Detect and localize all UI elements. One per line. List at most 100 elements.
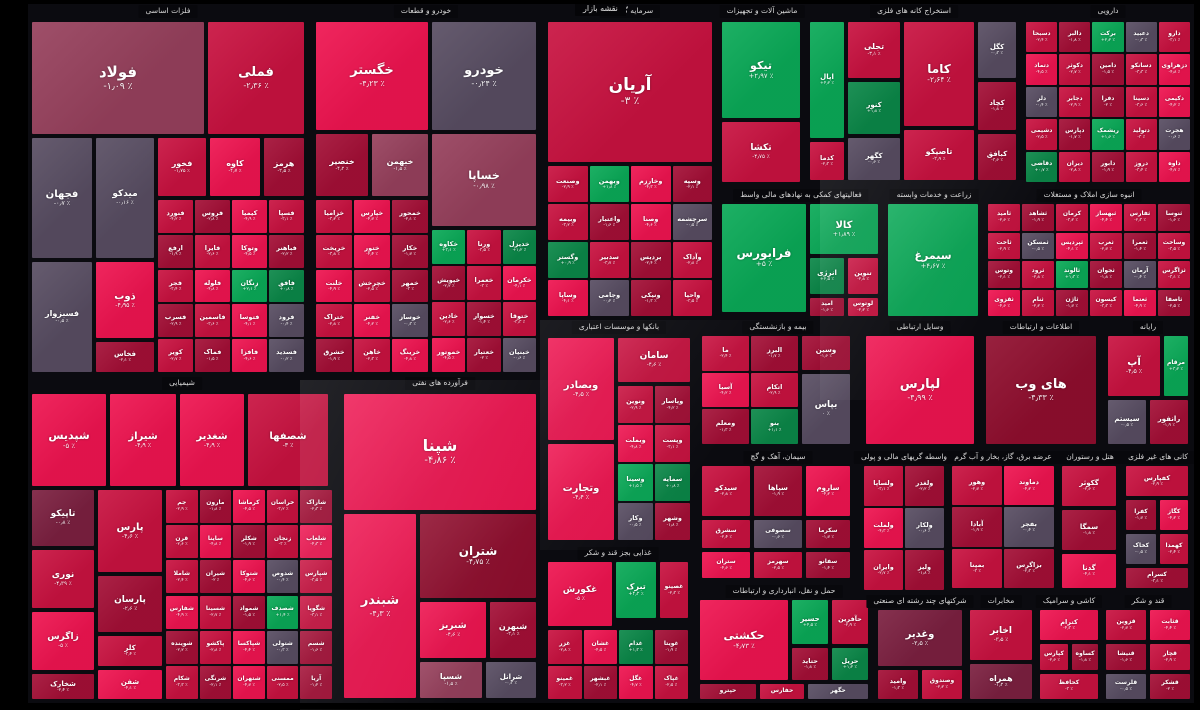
stock-tile[interactable]: سشرق -۲٫۴ ٪: [702, 520, 750, 548]
stock-tile[interactable]: کرمان -۳٫۲ ٪: [1056, 204, 1088, 231]
stock-tile[interactable]: قچار -۲٫۹ ٪: [1150, 644, 1190, 670]
stock-tile[interactable]: ارفع -۱٫۹ ٪: [158, 234, 193, 268]
stock-tile[interactable]: ثبهساز -۴٫۴ ٪: [1090, 204, 1122, 231]
stock-tile[interactable]: وسین -۱٫۶ ٪: [802, 336, 850, 370]
stock-tile[interactable]: خراسان -۳٫۲ ٪: [266, 490, 299, 524]
stock-tile[interactable]: فجهان -۰٫۷ ٪: [32, 138, 92, 258]
stock-tile[interactable]: حگهر: [808, 684, 868, 699]
stock-tile[interactable]: دکیمی -۴٫۲ ٪: [1158, 86, 1190, 118]
stock-tile[interactable]: ثزاگرس -۳٫۱ ٪: [1158, 261, 1190, 288]
stock-tile[interactable]: سپاها -۱٫۹ ٪: [754, 466, 802, 516]
stock-tile[interactable]: ولکار -۰٫۶ ٪: [905, 508, 944, 548]
stock-tile[interactable]: تبرک +۴٫۲ ٪: [616, 562, 656, 618]
stock-tile[interactable]: ثفارس -۲٫۳ ٪: [1124, 204, 1156, 231]
stock-tile[interactable]: بمپنا -۳ ٪: [952, 548, 1002, 588]
stock-tile[interactable]: کدما -۲٫۳ ٪: [810, 142, 844, 180]
stock-tile[interactable]: خگستر -۴٫۲۳ ٪: [316, 22, 428, 130]
stock-tile[interactable]: بنو +۱٫۱ ٪: [751, 409, 798, 444]
stock-tile[interactable]: سیدکو -۲٫۸ ٪: [702, 466, 750, 516]
stock-tile[interactable]: ریشمک +۱٫۶ ٪: [1092, 119, 1124, 150]
stock-tile[interactable]: وکار -۰٫۵ ٪: [618, 503, 653, 540]
stock-tile[interactable]: جم -۲٫۹ ٪: [166, 490, 198, 524]
stock-tile[interactable]: ونیکی -۱٫۳ ٪: [631, 280, 671, 316]
stock-tile[interactable]: تکشا -۴٫۷۵ ٪: [722, 122, 800, 182]
stock-tile[interactable]: سیستم -۰٫۵ ٪: [1108, 400, 1146, 444]
stock-tile[interactable]: شگویا -۳٫۱ ٪: [300, 595, 332, 629]
stock-tile[interactable]: حآفرین -۲٫۹ ٪: [832, 600, 868, 644]
stock-tile[interactable]: فافزا -۴٫۶ ٪: [232, 339, 267, 372]
stock-tile[interactable]: قزوین -۲٫۷ ٪: [1106, 610, 1146, 640]
stock-tile[interactable]: دیران -۲٫۸ ٪: [1059, 151, 1091, 182]
stock-tile[interactable]: زنجان -۳ ٪: [266, 525, 299, 559]
stock-tile[interactable]: غمینو -۳٫۲ ٪: [548, 665, 582, 699]
stock-tile[interactable]: کگل -۰٫۳ ٪: [978, 22, 1016, 78]
stock-tile[interactable]: وسینا +۱٫۵ ٪: [618, 464, 653, 501]
stock-tile[interactable]: هجرت -۰٫۶ ٪: [1158, 119, 1190, 150]
stock-tile[interactable]: ثاصفا -۲٫۵ ٪: [1158, 289, 1190, 316]
stock-tile[interactable]: شپارس -۳٫۵ ٪: [300, 560, 332, 594]
stock-tile[interactable]: وصنعت -۲٫۹ ٪: [548, 166, 588, 202]
stock-tile[interactable]: تنوین -۲٫۸ ٪: [848, 258, 878, 294]
stock-tile[interactable]: کخاک -۰٫۵ ٪: [1126, 534, 1156, 564]
stock-tile[interactable]: غپاک -۲٫۵ ٪: [654, 665, 688, 699]
stock-tile[interactable]: تیکو +۲٫۹۷ ٪: [722, 22, 800, 118]
stock-tile[interactable]: دتولید -۳ ٪: [1125, 119, 1157, 150]
stock-tile[interactable]: خکاوه +۳٫۱ ٪: [432, 230, 466, 264]
stock-tile[interactable]: ختور -۴٫۴ ٪: [354, 234, 390, 268]
stock-tile[interactable]: دقاضی +۰٫۷ ٪: [1026, 151, 1058, 182]
stock-tile[interactable]: هرمز -۲٫۵ ٪: [264, 138, 304, 196]
stock-tile[interactable]: کاما -۲٫۶۴ ٪: [904, 22, 974, 126]
stock-tile[interactable]: فلوله -۴٫۸ ٪: [195, 269, 230, 303]
stock-tile[interactable]: شمواد -۱٫۵ ٪: [233, 595, 265, 629]
stock-tile[interactable]: خبهمن -۱٫۵ ٪: [372, 134, 428, 196]
stock-tile[interactable]: وسپه -۲٫۱ ٪: [672, 166, 712, 202]
stock-tile[interactable]: وغدیر -۲٫۵ ٪: [878, 610, 962, 666]
stock-tile[interactable]: دسینا -۳٫۶ ٪: [1125, 86, 1157, 118]
stock-tile[interactable]: سامان -۴٫۶ ٪: [618, 338, 690, 382]
stock-tile[interactable]: دجابر -۲٫۹ ٪: [1059, 86, 1091, 118]
stock-tile[interactable]: قشکر -۲ ٪: [1150, 674, 1190, 699]
stock-tile[interactable]: وتوس -۲٫۱ ٪: [988, 261, 1020, 288]
stock-tile[interactable]: وبیمه -۳٫۲ ٪: [548, 204, 588, 240]
stock-tile[interactable]: وساپا -۴٫۱ ٪: [548, 280, 588, 316]
stock-tile[interactable]: غدام +۱٫۳ ٪: [619, 630, 653, 664]
stock-tile[interactable]: خودرو -۰٫۲۴ ٪: [432, 22, 536, 130]
stock-tile[interactable]: سرچشمه -۰٫۵ ٪: [672, 204, 712, 240]
stock-tile[interactable]: ثعمرا -۱٫۴ ٪: [1124, 232, 1156, 259]
stock-tile[interactable]: امید -۱٫۶ ٪: [810, 298, 844, 316]
stock-tile[interactable]: ومعلم -۱٫۳ ٪: [702, 409, 749, 444]
stock-tile[interactable]: کنور +۱٫۸ ٪: [848, 82, 900, 134]
stock-tile[interactable]: فتوسا -۴٫۱ ٪: [232, 304, 267, 338]
stock-tile[interactable]: دلر -۰٫۴ ٪: [1026, 86, 1058, 118]
stock-tile[interactable]: پارسان -۲٫۶ ٪: [98, 576, 162, 632]
stock-tile[interactable]: سصوفی -۰٫۶ ٪: [754, 520, 802, 548]
stock-tile[interactable]: خپارس -۴٫۷ ٪: [354, 200, 390, 233]
stock-tile[interactable]: ثاخت -۲٫۹ ٪: [988, 232, 1020, 259]
stock-tile[interactable]: فسرب -۲٫۹ ٪: [158, 304, 193, 338]
stock-tile[interactable]: قثابت -۴٫۴ ٪: [1150, 610, 1190, 640]
stock-tile[interactable]: شلعاب -۴٫۳ ٪: [300, 525, 332, 559]
stock-tile[interactable]: انرژی +۲٫۵ ٪: [810, 258, 844, 294]
stock-tile[interactable]: شسم -۱٫۶ ٪: [300, 630, 332, 664]
stock-tile[interactable]: لپارس -۴٫۹۹ ٪: [866, 336, 974, 444]
stock-tile[interactable]: خزامیا -۳٫۲ ٪: [316, 200, 352, 233]
stock-tile[interactable]: کپارس -۲٫۶ ٪: [1040, 644, 1068, 670]
stock-tile[interactable]: فخاس -۲٫۱ ٪: [96, 342, 154, 372]
stock-tile[interactable]: وپاسار -۴٫۲ ٪: [655, 386, 690, 423]
stock-tile[interactable]: فماک -۱٫۵ ٪: [195, 339, 230, 372]
stock-tile[interactable]: های وب -۴٫۳۳ ٪: [986, 336, 1096, 444]
stock-tile[interactable]: حفارس: [760, 684, 804, 699]
stock-tile[interactable]: وجامی -۰٫۲ ٪: [589, 280, 629, 316]
stock-tile[interactable]: خنصیر -۴٫۲ ٪: [316, 134, 368, 196]
stock-tile[interactable]: پردیس -۲٫۴ ٪: [631, 242, 671, 278]
stock-tile[interactable]: ما -۲٫۴ ٪: [702, 336, 749, 371]
stock-tile[interactable]: وگستر +۰٫۹ ٪: [548, 242, 588, 278]
stock-tile[interactable]: فایرا -۲٫۶ ٪: [195, 234, 230, 268]
stock-tile[interactable]: دپارس -۱٫۷ ٪: [1059, 119, 1091, 150]
stock-tile[interactable]: ختراک -۲٫۸ ٪: [316, 304, 352, 338]
stock-tile[interactable]: شخارک -۲٫۴ ٪: [32, 674, 94, 699]
stock-tile[interactable]: شفن -۴٫۱ ٪: [98, 670, 162, 699]
stock-tile[interactable]: مرقام +۳٫۲ ٪: [1164, 336, 1188, 396]
stock-tile[interactable]: شدوص -۰٫۴ ٪: [266, 560, 299, 594]
stock-tile[interactable]: واعتبار -۱٫۶ ٪: [589, 204, 629, 240]
